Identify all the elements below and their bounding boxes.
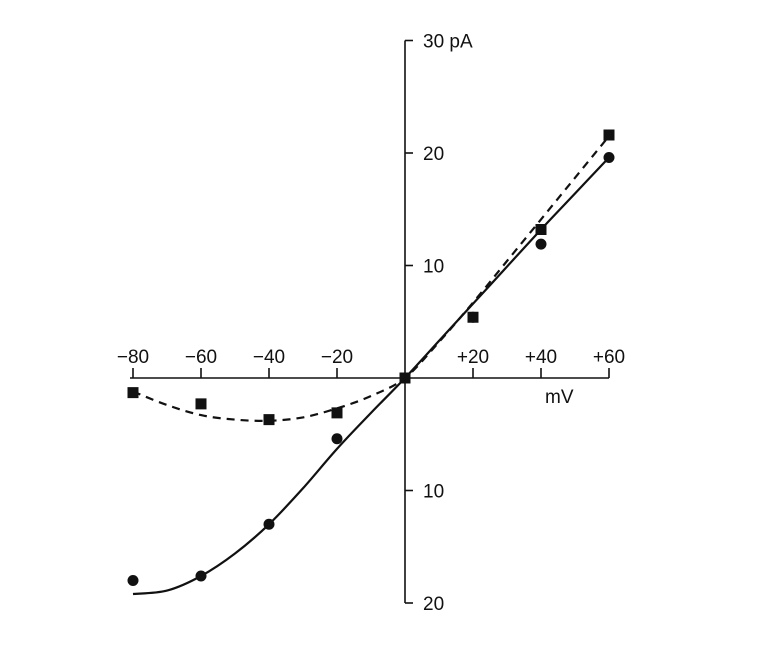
circle-point: [127, 575, 139, 586]
circle-point: [195, 570, 207, 582]
solid-fit-line: [132, 156, 610, 596]
circle-point: [603, 152, 615, 163]
circle-point: [263, 518, 275, 530]
y-tick-label: 20: [423, 594, 444, 615]
x-tick-label: −80: [117, 347, 149, 368]
circle-point: [399, 372, 411, 384]
x-tick-label: +40: [525, 347, 557, 368]
fit-lines: [132, 135, 610, 596]
x-tick-label: +20: [457, 347, 489, 368]
circle-point: [331, 433, 343, 445]
x-axis-label: mV: [545, 387, 574, 408]
square-point: [603, 129, 615, 141]
x-tick-label: +60: [593, 347, 625, 368]
square-point: [535, 224, 547, 235]
square-point: [195, 398, 207, 410]
ticks: −80 −60 −40 −20 +20 +40 +60 20 10 10 20: [117, 39, 625, 615]
circle-point: [535, 238, 547, 250]
square-point: [263, 414, 275, 426]
y-tick-label: 10: [423, 482, 444, 503]
square-point: [127, 387, 139, 399]
y-axis-label: 30 pA: [423, 32, 473, 53]
x-tick-label: −40: [253, 347, 285, 368]
data-points: [127, 129, 615, 586]
x-tick-label: −20: [321, 347, 353, 368]
y-tick-label: 10: [423, 257, 444, 278]
circle-point: [467, 311, 479, 323]
axes: [130, 40, 609, 603]
dashed-fit-line: [132, 135, 610, 422]
x-tick-label: −60: [185, 347, 217, 368]
y-tick-label: 20: [423, 144, 444, 165]
square-point: [331, 407, 343, 419]
